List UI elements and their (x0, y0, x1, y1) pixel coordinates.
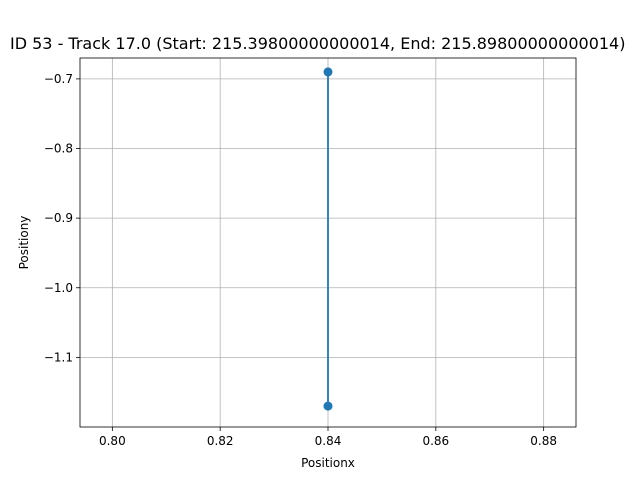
x-tick-label: 0.84 (315, 434, 342, 448)
data-point (323, 401, 333, 411)
y-tick-label: −1.0 (44, 281, 73, 295)
x-tick-label: 0.80 (99, 434, 126, 448)
y-tick-label: −0.7 (44, 72, 73, 86)
y-tick-label: −0.8 (44, 142, 73, 156)
x-tick-label: 0.86 (422, 434, 449, 448)
y-tick-label: −1.1 (44, 350, 73, 364)
x-tick-label: 0.82 (207, 434, 234, 448)
x-tick-label: 0.88 (530, 434, 557, 448)
ticks: 0.80 0.82 0.84 0.86 0.88 −0.7 −0.8 −0.9 −1.0 −1.1 (44, 72, 557, 448)
chart-title: ID 53 - Track 17.0 (Start: 215.398000000… (10, 34, 625, 53)
y-tick-label: −0.9 (44, 211, 73, 225)
y-axis-label: Positiony (17, 216, 31, 270)
data-point (323, 67, 333, 77)
series-layer (323, 67, 333, 411)
x-axis-label: Positionx (301, 456, 355, 470)
